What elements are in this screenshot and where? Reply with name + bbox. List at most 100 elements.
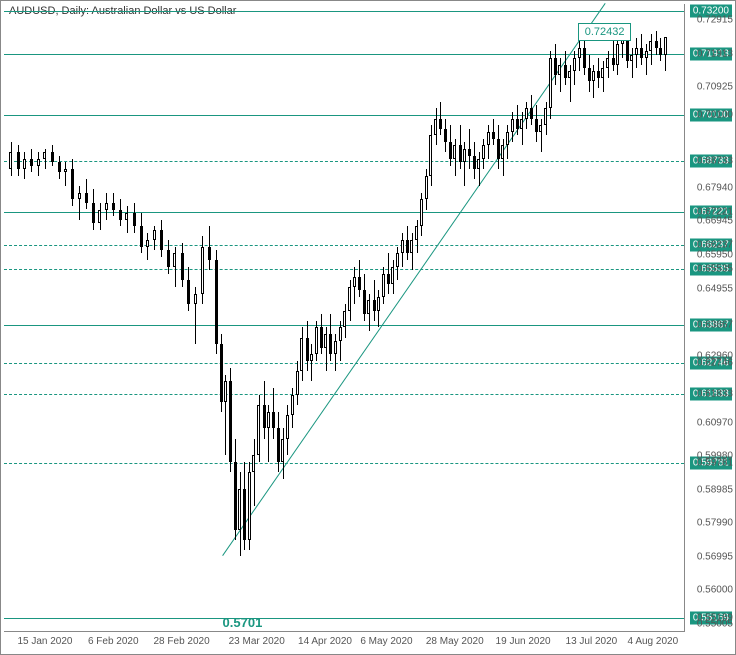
candle-body <box>281 439 284 463</box>
candle-body <box>363 290 366 314</box>
candle-body <box>640 48 643 58</box>
candle-body <box>597 71 600 78</box>
candle-body <box>17 152 20 169</box>
candle-body <box>554 58 557 75</box>
candle-wick <box>570 65 571 102</box>
candle-body <box>153 230 156 240</box>
candle-body <box>429 135 432 175</box>
candle-body <box>444 129 447 142</box>
candle-body <box>530 108 533 118</box>
candle-wick <box>560 58 561 92</box>
candle-body <box>37 159 40 166</box>
candle-body <box>377 297 380 310</box>
candle-body <box>558 65 561 75</box>
candle-body <box>516 119 519 129</box>
xtick: 6 May 2020 <box>360 636 412 647</box>
candle-body <box>410 240 413 253</box>
candle-body <box>487 132 490 145</box>
candle-body <box>659 48 662 55</box>
ytick: 0.72915 <box>697 15 733 26</box>
candle-wick <box>541 119 542 153</box>
candle-body <box>263 405 266 429</box>
candle-body <box>257 405 260 456</box>
candle-body <box>43 152 46 159</box>
candle-body <box>252 455 255 472</box>
candle-body <box>473 156 476 169</box>
candle-body <box>334 341 337 354</box>
xtick: 19 Jun 2020 <box>496 636 551 647</box>
candle-body <box>592 71 595 81</box>
candle-body <box>367 300 370 313</box>
ytick: 0.70925 <box>697 82 733 93</box>
candle-body <box>525 108 528 118</box>
ytick: 0.64955 <box>697 283 733 294</box>
candle-body <box>181 253 184 280</box>
candle-body <box>296 371 299 395</box>
candle-body <box>320 327 323 347</box>
candle-body <box>343 311 346 328</box>
candle-body <box>453 145 456 158</box>
candle-body <box>635 48 638 55</box>
candle-body <box>133 213 136 226</box>
chart-container: AUDUSD, Daily: Australian Dollar vs US D… <box>0 0 736 655</box>
candle-body <box>248 472 251 539</box>
candle-body <box>655 41 658 48</box>
candle-body <box>140 226 143 246</box>
plot-area[interactable]: 0.732000.719130.701000.672210.638670.551… <box>4 4 685 632</box>
candle-body <box>215 260 218 344</box>
candle-body <box>449 142 452 159</box>
candle-body <box>401 240 404 253</box>
candle-body <box>630 55 633 62</box>
candle-wick <box>479 152 480 186</box>
candle-body <box>415 226 418 239</box>
candle-body <box>439 119 442 129</box>
candle-body <box>568 71 571 78</box>
candle-body <box>463 149 466 162</box>
candle-body <box>224 381 227 401</box>
hline-solid <box>4 618 684 619</box>
candle-body <box>564 65 567 78</box>
candle-body <box>573 58 576 71</box>
candle-body <box>194 294 197 304</box>
candle-body <box>391 267 394 284</box>
candle-body <box>506 132 509 145</box>
candle-wick <box>79 186 80 220</box>
candle-body <box>616 44 619 64</box>
candle-body <box>601 68 604 78</box>
ytick: 0.56000 <box>697 585 733 596</box>
candle-body <box>160 230 163 250</box>
candle-body <box>51 152 54 162</box>
ytick: 0.63867 <box>697 320 733 331</box>
candle-body <box>85 193 88 203</box>
ytick: 0.62746 <box>697 357 733 368</box>
candle-body <box>520 119 523 129</box>
candle-body <box>425 176 428 200</box>
candle-body <box>535 119 538 132</box>
candle-body <box>64 169 67 172</box>
ytick: 0.56995 <box>697 551 733 562</box>
low-annotation: 0.5701 <box>223 615 263 630</box>
candle-body <box>583 48 586 68</box>
hline-dashed <box>4 463 684 464</box>
candle-wick <box>65 162 66 186</box>
candle-body <box>208 247 211 260</box>
candle-body <box>291 395 294 415</box>
candle-body <box>105 203 108 210</box>
hline-dashed <box>4 269 684 270</box>
candle-wick <box>646 44 647 74</box>
candle-body <box>92 203 95 223</box>
candle-body <box>353 277 356 287</box>
candle-body <box>286 415 289 439</box>
candle-body <box>645 51 648 58</box>
xtick: 6 Feb 2020 <box>88 636 139 647</box>
candle-body <box>58 162 61 172</box>
candle-body <box>612 58 615 65</box>
xtick: 13 Jul 2020 <box>566 636 618 647</box>
candle-wick <box>254 439 255 506</box>
candle-body <box>382 274 385 298</box>
candle-body <box>539 125 542 132</box>
trendline <box>222 3 605 556</box>
hline-dashed <box>4 245 684 246</box>
candle-body <box>310 354 313 361</box>
ytick: 0.58985 <box>697 484 733 495</box>
